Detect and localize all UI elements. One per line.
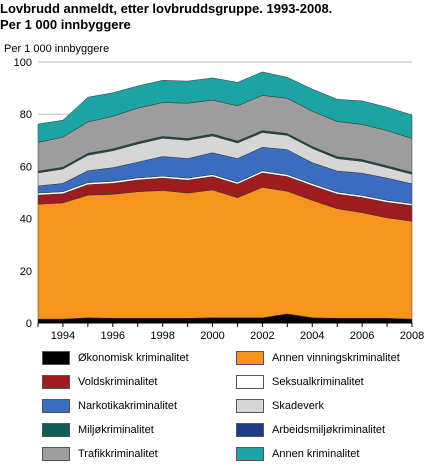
area-series-group — [37, 71, 413, 324]
y-axis-label: Per 1 000 innbyggere — [4, 43, 109, 55]
chart-subtitle: Per 1 000 innbyggere — [0, 17, 131, 32]
y-tick-label: 100 — [14, 57, 32, 69]
y-tick-label: 0 — [26, 318, 32, 330]
axes — [37, 322, 413, 327]
x-tick-label: 2006 — [350, 330, 374, 342]
y-tick-label: 60 — [20, 161, 32, 173]
x-tick-label: 1994 — [51, 330, 75, 342]
x-tick-label: 2008 — [400, 330, 424, 342]
x-tick-label: 2000 — [200, 330, 224, 342]
x-tick-label: 1996 — [101, 330, 125, 342]
y-tick-label: 20 — [20, 266, 32, 278]
x-tick-label: 1998 — [150, 330, 174, 342]
y-tick-labels: 0 20 40 60 80 100 — [14, 57, 32, 330]
x-tick-labels: 1994 1996 1998 2000 2002 2004 2006 2008 — [51, 330, 425, 342]
x-tick-label: 2002 — [250, 330, 274, 342]
y-tick-label: 80 — [20, 109, 32, 121]
chart-title: Lovbrudd anmeldt, etter lovbruddsgruppe.… — [0, 1, 333, 16]
y-tick-label: 40 — [20, 214, 32, 226]
area-annen-kriminalitet — [37, 71, 413, 143]
x-tick-label: 2004 — [300, 330, 324, 342]
